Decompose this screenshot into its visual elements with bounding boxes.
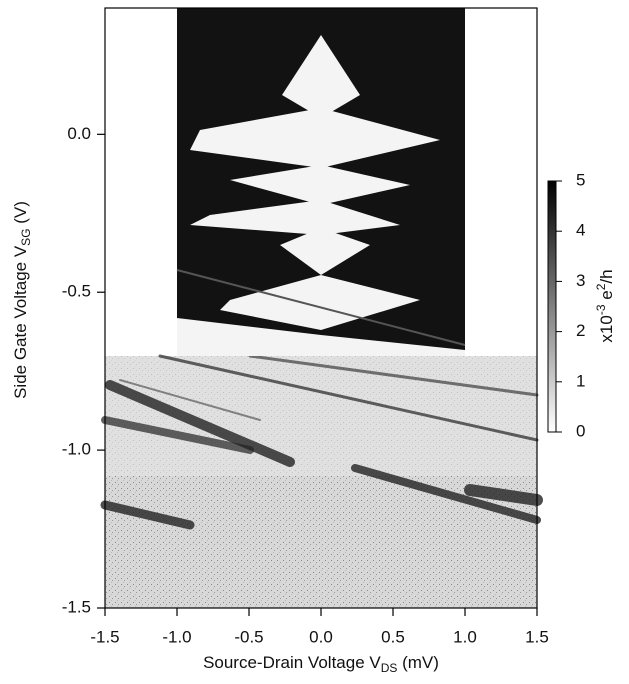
x-tick-label: -1.5 bbox=[90, 627, 119, 646]
y-tick-label: -0.5 bbox=[62, 282, 91, 301]
x-tick-label: 0.0 bbox=[309, 627, 333, 646]
x-tick-label: -0.5 bbox=[234, 627, 263, 646]
cb-label-unit: e bbox=[597, 290, 616, 304]
x-tick-label: 1.5 bbox=[525, 627, 549, 646]
y-tick-label: -1.0 bbox=[62, 440, 91, 459]
x-axis-label: Source-Drain Voltage VDS (mV) bbox=[203, 653, 439, 675]
cb-label-suffix: /h bbox=[597, 269, 616, 283]
heatmap-image bbox=[100, 8, 543, 608]
colorbar-tick-label: 3 bbox=[576, 271, 585, 290]
cb-label-exp: -3 bbox=[594, 304, 608, 315]
y-tick-label: 0.0 bbox=[67, 124, 91, 143]
x-label-suffix: (mV) bbox=[397, 653, 439, 672]
cb-label-prefix: x10 bbox=[597, 315, 616, 342]
x-tick-label: -1.0 bbox=[162, 627, 191, 646]
colorbar-tick-label: 5 bbox=[576, 170, 585, 189]
colorbar bbox=[547, 180, 557, 433]
cb-label-unit-exp: 2 bbox=[594, 283, 608, 290]
y-label-suffix: (V) bbox=[11, 201, 30, 228]
x-label-subscript: DS bbox=[381, 661, 398, 675]
x-tick-label: 1.0 bbox=[453, 627, 477, 646]
y-tick-label: -1.5 bbox=[62, 597, 91, 616]
x-tick-label: 0.5 bbox=[381, 627, 405, 646]
colorbar-tick-label: 2 bbox=[576, 321, 585, 340]
colorbar-tick-label: 0 bbox=[576, 421, 585, 440]
y-label-subscript: SG bbox=[19, 228, 33, 245]
colorbar-tick-label: 4 bbox=[576, 221, 585, 240]
colorbar-label: x10-3 e2/h bbox=[594, 269, 616, 342]
colorbar-tick-label: 1 bbox=[576, 371, 585, 390]
y-axis-label: Side Gate Voltage VSG (V) bbox=[11, 201, 33, 399]
x-label-text: Source-Drain Voltage V bbox=[203, 653, 381, 672]
y-label-text: Side Gate Voltage V bbox=[11, 245, 30, 399]
